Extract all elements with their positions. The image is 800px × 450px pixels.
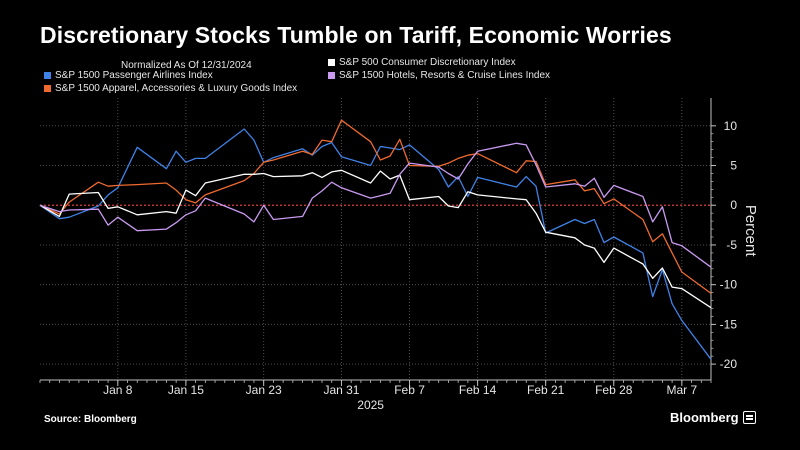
y-tick-label: 5 bbox=[730, 159, 737, 173]
terminal-icon bbox=[742, 411, 756, 424]
x-axis-label: 2025 bbox=[357, 398, 384, 412]
y-axis-title: Percent bbox=[742, 205, 759, 258]
chart-subtitle: Normalized As Of 12/31/2024 bbox=[121, 60, 252, 71]
x-tick-label: Jan 31 bbox=[323, 383, 359, 397]
legend-label-apparel: S&P 1500 Apparel, Accessories & Luxury G… bbox=[55, 83, 298, 94]
legend-swatch-apparel bbox=[44, 85, 51, 92]
y-tick-label: -5 bbox=[726, 238, 737, 252]
series-line-2 bbox=[39, 169, 712, 309]
legend-item-airlines: S&P 1500 Passenger Airlines Index bbox=[44, 70, 213, 81]
series-line-3 bbox=[39, 142, 712, 268]
y-tick-label: -15 bbox=[720, 317, 738, 331]
legend-item-hotels: S&P 1500 Hotels, Resorts & Cruise Lines … bbox=[328, 70, 550, 81]
x-tick-label: Jan 23 bbox=[246, 383, 282, 397]
legend-swatch-hotels bbox=[328, 72, 335, 79]
x-tick-label: Mar 7 bbox=[666, 383, 697, 397]
legend-item-apparel: S&P 1500 Apparel, Accessories & Luxury G… bbox=[44, 83, 297, 94]
x-tick-label: Feb 14 bbox=[459, 383, 497, 397]
brand-name: Bloomberg bbox=[670, 410, 739, 425]
y-tick-label: -20 bbox=[720, 357, 738, 371]
legend-label-consumer-discretionary: S&P 500 Consumer Discretionary Index bbox=[339, 57, 516, 68]
legend-item-consumer-discretionary: S&P 500 Consumer Discretionary Index bbox=[328, 57, 516, 68]
y-tick-label: -10 bbox=[720, 278, 738, 292]
x-tick-label: Feb 7 bbox=[394, 383, 425, 397]
x-tick-label: Feb 21 bbox=[527, 383, 565, 397]
y-tick-label: 0 bbox=[730, 198, 737, 212]
legend-swatch-consumer-discretionary bbox=[328, 59, 335, 66]
brand-logo: Bloomberg bbox=[670, 410, 756, 425]
x-tick-label: Feb 28 bbox=[595, 383, 633, 397]
x-tick-label: Jan 8 bbox=[103, 383, 133, 397]
source-note: Source: Bloomberg bbox=[44, 414, 137, 425]
series-line-0 bbox=[39, 128, 712, 360]
series-line-1 bbox=[39, 119, 712, 294]
chart-title: Discretionary Stocks Tumble on Tariff, E… bbox=[40, 22, 672, 48]
legend-label-hotels: S&P 1500 Hotels, Resorts & Cruise Lines … bbox=[339, 70, 551, 81]
legend-label-airlines: S&P 1500 Passenger Airlines Index bbox=[55, 70, 213, 81]
y-tick-label: 10 bbox=[724, 119, 738, 133]
legend-swatch-airlines bbox=[44, 72, 51, 79]
x-tick-label: Jan 15 bbox=[168, 383, 204, 397]
